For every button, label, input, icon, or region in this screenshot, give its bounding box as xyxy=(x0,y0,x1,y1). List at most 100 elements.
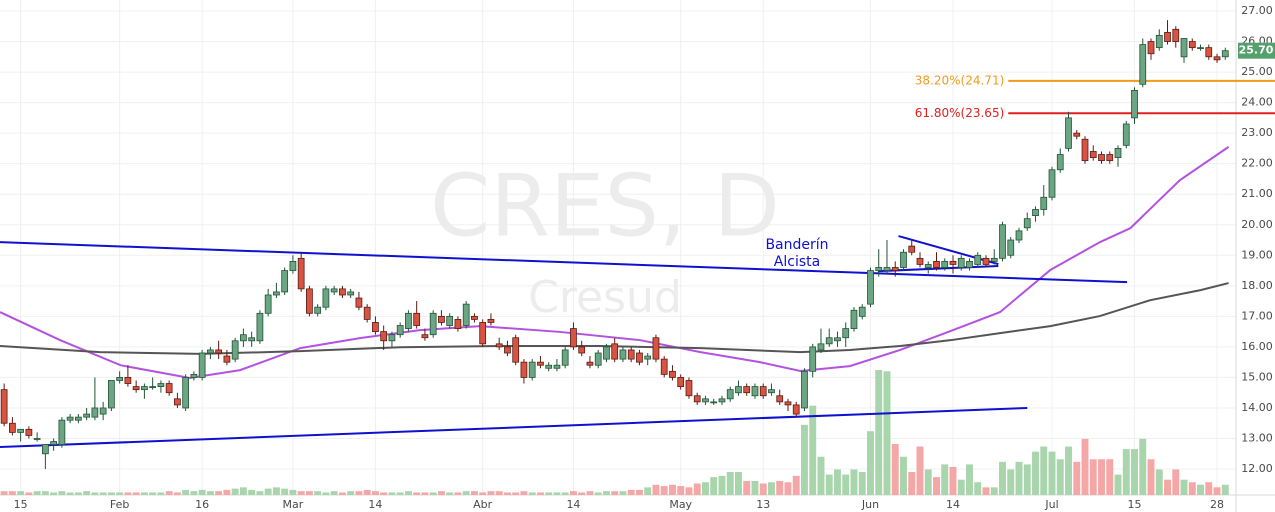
x-tick-label: 14 xyxy=(566,498,580,511)
volume-bar xyxy=(322,492,330,495)
y-tick-label: 12.00 xyxy=(1241,462,1273,475)
volume-bar xyxy=(743,480,751,495)
volume-bar xyxy=(223,489,231,495)
volume-bar xyxy=(924,469,932,495)
candle-body xyxy=(817,343,825,351)
candle-body xyxy=(1114,148,1122,158)
x-tick-label: 16 xyxy=(195,498,209,511)
volume-bar xyxy=(17,491,25,495)
x-tick-label: 15 xyxy=(14,498,28,511)
candle-body xyxy=(660,358,668,375)
volume-bar xyxy=(25,492,33,495)
x-tick-label: 14 xyxy=(946,498,960,511)
y-tick-label: 23.00 xyxy=(1241,126,1273,139)
volume-bar xyxy=(1155,469,1163,495)
volume-bar xyxy=(157,492,165,495)
volume-bar xyxy=(933,477,940,495)
candle-body xyxy=(479,322,487,345)
volume-bar xyxy=(900,456,907,495)
volume-bar xyxy=(330,491,338,495)
volume-bar xyxy=(1114,474,1122,495)
candle-body xyxy=(1023,218,1031,229)
volume-bar xyxy=(1213,487,1221,495)
volume-bar xyxy=(908,472,916,495)
candle-body xyxy=(933,260,940,268)
volume-bar xyxy=(974,482,982,495)
y-tick-label: 14.00 xyxy=(1241,401,1273,414)
volume-bar xyxy=(479,492,487,495)
candle-body xyxy=(1015,230,1023,241)
candle-body xyxy=(462,303,470,326)
candle-body xyxy=(339,288,346,296)
candle-body xyxy=(372,322,379,333)
volume-bar xyxy=(1065,446,1072,495)
candle-body xyxy=(801,370,808,409)
volume-bar xyxy=(528,492,536,495)
volume-bar xyxy=(850,469,858,495)
volume-bar xyxy=(190,491,198,495)
candle-body xyxy=(182,377,190,409)
candle-body xyxy=(58,419,66,446)
candle-body xyxy=(1221,50,1229,58)
volume-bar xyxy=(949,466,957,495)
x-tick-label: 13 xyxy=(756,498,770,511)
candle-body xyxy=(495,343,503,348)
y-tick-label: 18.00 xyxy=(1241,279,1273,292)
volume-bar xyxy=(512,492,520,495)
candle-body xyxy=(883,267,891,271)
volume-bar xyxy=(140,492,148,495)
volume-bar xyxy=(602,491,610,495)
watermark-symbol: CRES, D xyxy=(430,156,780,256)
volume-bar xyxy=(999,461,1006,495)
volume-bar xyxy=(710,477,718,495)
volume-bar xyxy=(182,489,190,495)
volume-bar xyxy=(173,492,181,495)
candle-body xyxy=(454,319,462,329)
volume-bar xyxy=(149,492,157,495)
candle-body xyxy=(25,428,33,436)
candle-body xyxy=(751,386,759,397)
volume-bar xyxy=(883,371,891,495)
candle-body xyxy=(91,407,99,418)
candle-body xyxy=(809,346,817,372)
volume-bar xyxy=(396,492,404,495)
candle-body xyxy=(1139,44,1147,85)
candle-body xyxy=(487,319,495,323)
candle-body xyxy=(141,386,148,391)
volume-bar xyxy=(916,446,924,495)
volume-bar xyxy=(784,482,792,495)
volume-bar xyxy=(801,424,808,495)
candle-body xyxy=(438,315,445,323)
volume-bar xyxy=(281,488,289,495)
candle-body xyxy=(652,337,660,360)
volume-bar xyxy=(132,492,140,495)
candle-body xyxy=(693,395,701,403)
volume-bar xyxy=(668,484,676,495)
volume-bar xyxy=(41,491,49,495)
annotation: Alcista xyxy=(774,254,820,270)
volume-bar xyxy=(858,472,866,495)
x-tick-label: 14 xyxy=(368,498,382,511)
volume-bar xyxy=(264,488,272,495)
candle-body xyxy=(66,416,74,421)
volume-bar xyxy=(644,487,652,495)
volume-bar xyxy=(809,405,817,495)
y-tick-label: 22.00 xyxy=(1241,157,1273,170)
volume-bar xyxy=(990,487,998,495)
candle-body xyxy=(1040,196,1048,210)
candle-body xyxy=(248,337,256,342)
volume-bar xyxy=(817,456,825,495)
candle-body xyxy=(157,383,165,387)
candle-body xyxy=(83,413,91,418)
fib-label: 61.80%(23.65) xyxy=(915,106,1004,120)
candle-body xyxy=(677,377,685,387)
price-label: 25.70 xyxy=(1239,44,1274,57)
candle-body xyxy=(297,257,305,290)
candle-body xyxy=(586,361,594,366)
candle-body xyxy=(1205,47,1213,58)
candle-body xyxy=(306,288,313,314)
candle-body xyxy=(116,377,124,381)
y-tick-label: 27.00 xyxy=(1241,4,1273,17)
volume-bar xyxy=(875,370,883,495)
candle-body xyxy=(759,386,767,397)
